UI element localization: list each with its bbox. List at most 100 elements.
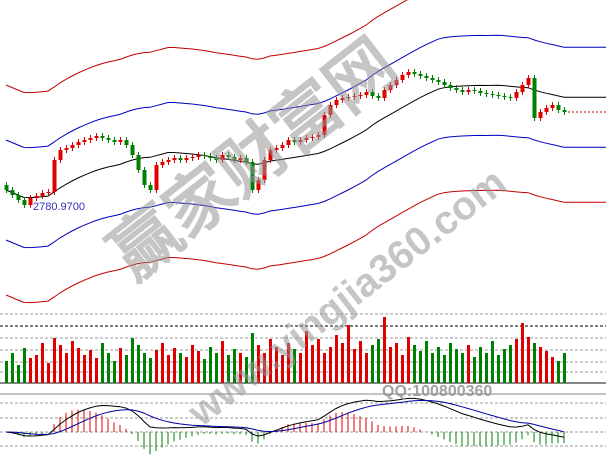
candle-body bbox=[532, 78, 537, 118]
candle-body bbox=[136, 155, 141, 170]
volume-bar bbox=[557, 361, 560, 383]
candle-body bbox=[304, 138, 309, 140]
lower-outer-band bbox=[5, 189, 606, 304]
volume-bar bbox=[161, 343, 164, 383]
candle-body bbox=[274, 148, 279, 150]
lower-inner-band bbox=[5, 134, 606, 249]
volume-bar bbox=[125, 355, 128, 383]
volume-bar bbox=[281, 355, 284, 383]
candle-body bbox=[346, 97, 351, 98]
volume-bar bbox=[395, 343, 398, 383]
candle-body bbox=[562, 110, 567, 112]
volume-bar bbox=[275, 347, 278, 383]
macd-panel bbox=[5, 397, 565, 455]
volume-bar bbox=[311, 345, 314, 383]
volume-bar bbox=[419, 351, 422, 383]
candle-body bbox=[436, 80, 441, 82]
candle-body bbox=[22, 200, 27, 205]
volume-bar bbox=[491, 341, 494, 383]
volume-bar bbox=[47, 363, 50, 383]
candle-body bbox=[118, 140, 123, 142]
candle-body bbox=[286, 140, 291, 145]
candle-body bbox=[370, 92, 375, 96]
upper-inner-band bbox=[5, 34, 606, 149]
volume-bar bbox=[239, 353, 242, 383]
volume-bar bbox=[137, 345, 140, 383]
volume-bar bbox=[515, 339, 518, 383]
candle-body bbox=[382, 90, 387, 98]
candle-body bbox=[10, 190, 15, 195]
volume-bar bbox=[503, 349, 506, 383]
volume-bar bbox=[77, 348, 80, 383]
volume-bar bbox=[221, 341, 224, 383]
candle-body bbox=[544, 108, 549, 112]
volume-bar bbox=[185, 357, 188, 383]
candle-body bbox=[556, 105, 561, 110]
volume-bar bbox=[191, 345, 194, 383]
candle-body bbox=[292, 140, 297, 142]
macd-dea-line bbox=[5, 400, 565, 435]
volume-bar bbox=[209, 347, 212, 383]
volume-bar bbox=[197, 351, 200, 383]
candle-body bbox=[460, 90, 465, 92]
candle-body bbox=[196, 155, 201, 157]
candle-body bbox=[442, 82, 447, 85]
volume-bar bbox=[473, 357, 476, 383]
volume-bar bbox=[101, 343, 104, 383]
volume-bar bbox=[53, 338, 56, 383]
candle-body bbox=[400, 75, 405, 80]
volume-bar bbox=[461, 353, 464, 383]
candle-body bbox=[94, 136, 99, 138]
candle-body bbox=[40, 193, 45, 196]
candle-body bbox=[124, 140, 129, 145]
volume-bar bbox=[41, 343, 44, 383]
candle-body bbox=[64, 148, 69, 150]
candle-body bbox=[448, 85, 453, 88]
volume-bar bbox=[65, 353, 68, 383]
candle-body bbox=[520, 85, 525, 92]
candle-body bbox=[496, 95, 501, 96]
candle-body bbox=[46, 192, 51, 193]
candle-body bbox=[430, 78, 435, 80]
candle-body bbox=[52, 160, 57, 192]
volume-bar bbox=[353, 349, 356, 383]
candle-body bbox=[310, 137, 315, 138]
moving-average-line bbox=[5, 84, 606, 199]
candle-body bbox=[256, 180, 261, 190]
candle-body bbox=[358, 95, 363, 96]
volume-bar bbox=[359, 341, 362, 383]
volume-bar bbox=[35, 355, 38, 383]
volume-bar bbox=[305, 331, 308, 383]
candle-body bbox=[238, 158, 243, 160]
volume-bar bbox=[401, 355, 404, 383]
candle-body bbox=[388, 85, 393, 90]
candle-body bbox=[106, 138, 111, 140]
volume-bar bbox=[497, 355, 500, 383]
volume-bar bbox=[113, 361, 116, 383]
volume-bar bbox=[383, 317, 386, 383]
candle-body bbox=[262, 160, 267, 180]
candle-body bbox=[28, 198, 33, 205]
candle-body bbox=[508, 97, 513, 98]
candlesticks bbox=[4, 69, 606, 208]
volume-bar bbox=[167, 355, 170, 383]
candle-body bbox=[82, 140, 87, 142]
watermark-qq: QQ:100800360 bbox=[382, 383, 493, 400]
volume-bar bbox=[11, 353, 14, 383]
volume-bar bbox=[143, 353, 146, 383]
candle-body bbox=[328, 105, 333, 115]
volume-bar bbox=[227, 355, 230, 383]
volume-bar bbox=[5, 361, 8, 383]
volume-bar bbox=[287, 343, 290, 383]
candle-body bbox=[478, 91, 483, 93]
candle-body bbox=[376, 96, 381, 98]
candle-body bbox=[490, 94, 495, 95]
volume-bar bbox=[29, 358, 32, 383]
candle-body bbox=[34, 196, 39, 198]
candle-body bbox=[280, 145, 285, 148]
low-price-label: 2780.9700 bbox=[33, 201, 85, 213]
candle-body bbox=[322, 115, 327, 135]
volume-bar bbox=[407, 337, 410, 383]
candle-body bbox=[298, 140, 303, 142]
volume-bar bbox=[365, 353, 368, 383]
